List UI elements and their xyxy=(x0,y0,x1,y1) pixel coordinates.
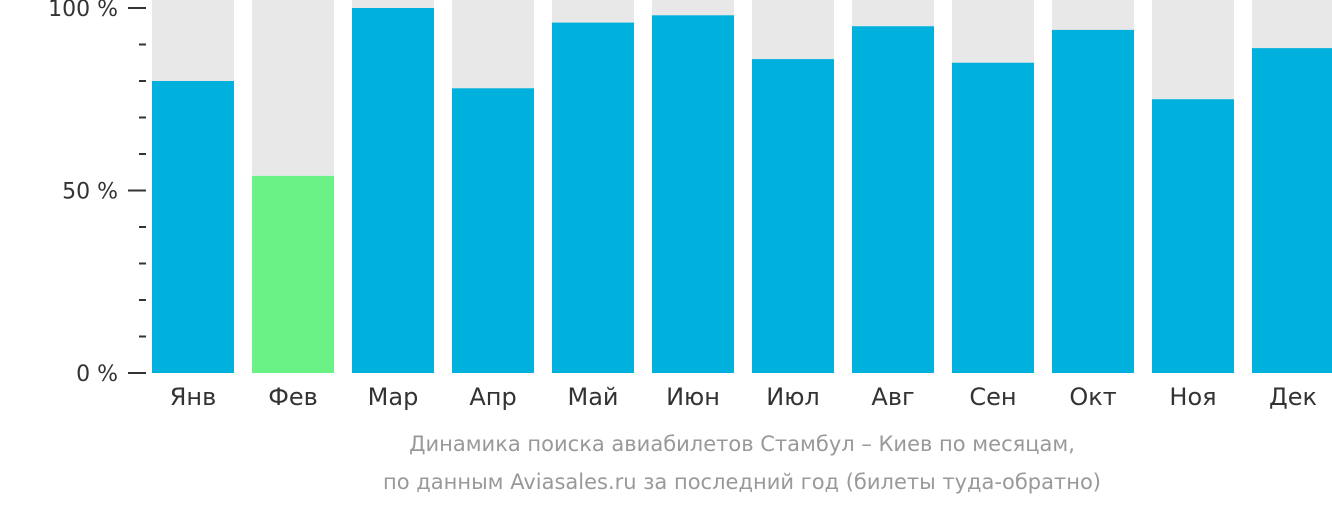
bars-layer xyxy=(152,0,1332,374)
x-tick-label-1: Фев xyxy=(268,383,318,411)
x-tick-label-9: Окт xyxy=(1069,383,1116,411)
y-tick-label-2: 100 % xyxy=(48,0,118,22)
x-tick-label-7: Авг xyxy=(871,383,914,411)
bar-0 xyxy=(152,81,234,373)
y-axis: 0 % 50 % 100 % xyxy=(48,0,146,387)
x-tick-label-2: Мар xyxy=(368,383,419,411)
bar-3 xyxy=(452,88,534,374)
x-tick-label-0: Янв xyxy=(170,383,217,411)
x-tick-label-8: Сен xyxy=(969,383,1016,411)
bar-8 xyxy=(952,62,1034,373)
y-tick-label-1: 50 % xyxy=(62,180,118,205)
bar-7 xyxy=(852,26,934,373)
x-tick-label-6: Июл xyxy=(766,383,820,411)
x-tick-label-11: Дек xyxy=(1269,383,1317,411)
x-tick-label-5: Июн xyxy=(666,383,720,411)
chart-caption-line1: Динамика поиска авиабилетов Стамбул – Ки… xyxy=(409,432,1075,456)
y-tick-label-0: 0 % xyxy=(76,362,118,387)
bar-11 xyxy=(1252,48,1332,374)
bar-6 xyxy=(752,59,834,373)
x-axis-labels: Янв Фев Мар Апр Май Июн Июл Авг Сен Окт Ноя Дек xyxy=(170,383,1317,411)
x-tick-label-3: Апр xyxy=(469,383,516,411)
x-tick-label-4: Май xyxy=(567,383,618,411)
chart-caption-line2: по данным Aviasales.ru за последний год … xyxy=(383,470,1101,494)
x-tick-label-10: Ноя xyxy=(1169,383,1216,411)
bar-9 xyxy=(1052,29,1134,374)
bar-10 xyxy=(1152,99,1234,373)
bar-2 xyxy=(352,8,434,373)
bar-1 xyxy=(252,175,334,373)
bar-5 xyxy=(652,15,734,374)
bar-4 xyxy=(552,22,634,373)
